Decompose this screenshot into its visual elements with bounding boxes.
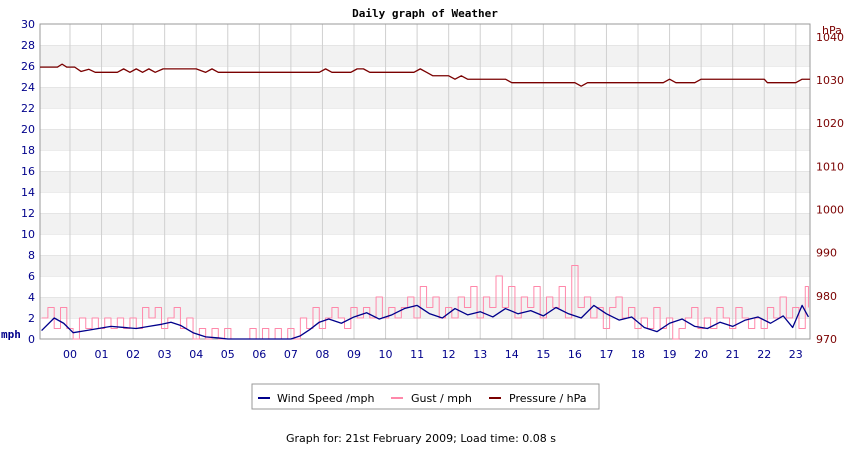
- plot-band: [40, 129, 810, 150]
- plot-band: [40, 255, 810, 276]
- plot-band: [40, 24, 810, 45]
- left-tick-label: 28: [21, 39, 35, 52]
- plot-band: [40, 108, 810, 129]
- plot-band: [40, 45, 810, 66]
- right-tick-label: 980: [816, 290, 837, 303]
- left-axis-label: mph: [1, 328, 21, 341]
- plot-frame: [39, 23, 811, 340]
- left-tick-label: 2: [28, 312, 35, 325]
- left-tick-label: 4: [28, 291, 35, 304]
- x-tick-label: 00: [63, 348, 77, 361]
- left-tick-label: 22: [21, 102, 35, 115]
- x-tick-label: 11: [410, 348, 424, 361]
- plot-band: [40, 297, 810, 318]
- x-tick-label: 09: [347, 348, 361, 361]
- right-tick-label: 1030: [816, 74, 844, 87]
- x-tick-label: 12: [442, 348, 456, 361]
- left-tick-label: 10: [21, 228, 35, 241]
- left-tick-label: 16: [21, 165, 35, 178]
- right-tick-label: 1000: [816, 204, 844, 217]
- x-tick-label: 17: [599, 348, 613, 361]
- x-tick-label: 01: [95, 348, 109, 361]
- left-tick-label: 30: [21, 18, 35, 31]
- plot-bands: [40, 23, 810, 339]
- x-axis-tick-labels: 00 01 02 03 04 05 06 07 08 09 10 11 12 13 14 15 16 17 18 19…: [63, 348, 803, 361]
- plot-band: [40, 150, 810, 171]
- x-tick-label: 10: [379, 348, 393, 361]
- legend-box: [251, 383, 600, 410]
- plot-band: [40, 87, 810, 108]
- left-tick-label: 20: [21, 123, 35, 136]
- right-tick-label: 990: [816, 247, 837, 260]
- plot-band: [40, 66, 810, 87]
- legend-label-gust: Gust / mph: [411, 392, 472, 405]
- left-tick-label: 12: [21, 207, 35, 220]
- right-axis-tick-labels: 970 980 990 1000 1010 1020 1030 1040: [816, 31, 844, 346]
- left-tick-label: 26: [21, 60, 35, 73]
- series-line: [41, 304, 809, 340]
- x-tick-label: 15: [536, 348, 550, 361]
- x-tick-label: 22: [757, 348, 771, 361]
- series-layer: [40, 63, 810, 340]
- x-tick-label: 04: [189, 348, 203, 361]
- x-tick-label: 07: [284, 348, 298, 361]
- right-tick-label: 970: [816, 333, 837, 346]
- legend-label-pressure: Pressure / hPa: [509, 392, 587, 405]
- legend: Wind Speed /mph Gust / mph Pressure / hP…: [251, 383, 600, 410]
- left-tick-label: 0: [28, 333, 35, 346]
- series-wind-speed-mph: [41, 304, 809, 340]
- legend-label-wind: Wind Speed /mph: [277, 392, 375, 405]
- left-tick-label: 14: [21, 186, 35, 199]
- x-tick-label: 19: [663, 348, 677, 361]
- vertical-gridlines: [69, 24, 797, 339]
- footer-text: Graph for: 21st February 2009; Load time…: [286, 432, 556, 445]
- x-tick-label: 23: [789, 348, 803, 361]
- chart-title: Daily graph of Weather: [352, 7, 498, 20]
- series-pressure-hpa: [40, 63, 810, 87]
- left-tick-label: 6: [28, 270, 35, 283]
- x-tick-label: 20: [694, 348, 708, 361]
- x-tick-label: 05: [221, 348, 235, 361]
- x-tick-label: 14: [505, 348, 519, 361]
- plot-band: [40, 213, 810, 234]
- x-tick-label: 06: [252, 348, 266, 361]
- left-tick-label: 18: [21, 144, 35, 157]
- x-tick-label: 18: [631, 348, 645, 361]
- x-tick-label: 16: [568, 348, 582, 361]
- left-tick-label: 8: [28, 249, 35, 262]
- x-tick-label: 02: [126, 348, 140, 361]
- x-tick-label: 21: [726, 348, 740, 361]
- right-tick-label: 1020: [816, 117, 844, 130]
- x-tick-label: 13: [473, 348, 487, 361]
- right-tick-label: 1040: [816, 31, 844, 44]
- series-line: [40, 63, 810, 87]
- right-tick-label: 1010: [816, 160, 844, 173]
- plot-band: [40, 171, 810, 192]
- plot-band: [40, 318, 810, 339]
- right-axis-label: hPa: [822, 24, 842, 37]
- plot-band: [40, 234, 810, 255]
- x-tick-label: 08: [315, 348, 329, 361]
- plot-band: [40, 192, 810, 213]
- x-tick-label: 03: [158, 348, 172, 361]
- left-tick-label: 24: [21, 81, 35, 94]
